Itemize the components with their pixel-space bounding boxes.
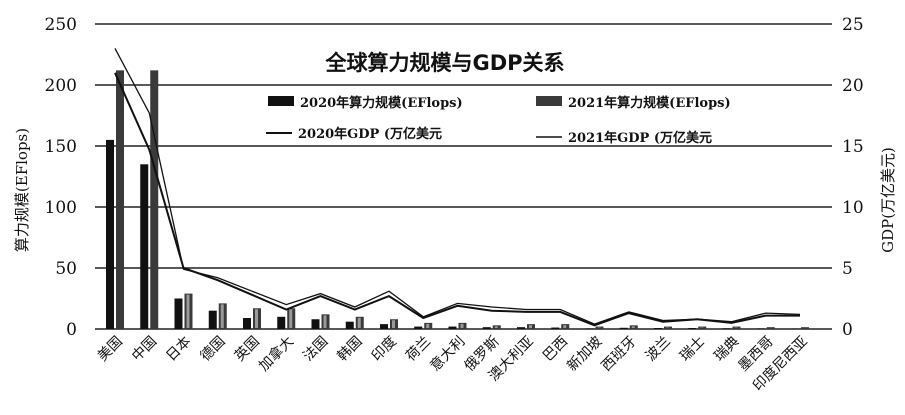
right-axis-ticks: 0 5 10 15 20 25 <box>842 15 864 340</box>
y2-tick-label: 25 <box>842 15 864 35</box>
bar-2020 <box>208 310 217 329</box>
y-tick-label: 100 <box>45 198 77 218</box>
y2-tick-label: 15 <box>842 137 864 157</box>
category-label: 波兰 <box>643 334 674 365</box>
gdp-lines <box>114 48 801 327</box>
bar-2021-highlight <box>426 323 430 328</box>
bar-2021 <box>116 70 124 330</box>
bar-2020 <box>140 164 149 329</box>
bar-2020 <box>345 321 354 329</box>
category-label: 新加坡 <box>564 334 605 375</box>
bar-2020 <box>722 328 731 329</box>
category-label: 美国 <box>95 334 126 365</box>
legend-label-bar-2021: 2021年算力规模(EFlops) <box>568 95 731 111</box>
gdp-line-2021 <box>114 48 801 325</box>
bar-2021-highlight <box>529 325 532 328</box>
category-label: 西班牙 <box>599 334 640 375</box>
bar-2021-highlight <box>323 315 327 328</box>
bar-2020 <box>585 328 594 329</box>
category-label: 中国 <box>129 334 160 365</box>
bar-2020 <box>380 324 388 329</box>
left-axis-ticks: 0 50 100 150 200 250 <box>45 15 77 340</box>
category-label: 法国 <box>300 334 331 365</box>
y2-tick-label: 0 <box>842 320 853 340</box>
legend: 2020年算力规模(EFlops) 2021年算力规模(EFlops) 2020… <box>266 95 731 146</box>
category-label: 瑞士 <box>677 334 708 365</box>
bar-2021-highlight <box>563 325 567 328</box>
category-label: 德国 <box>197 334 228 365</box>
bar-2021 <box>801 327 809 329</box>
legend-label-bar-2020: 2020年算力规模(EFlops) <box>300 95 463 111</box>
y2-tick-label: 10 <box>842 198 864 218</box>
bar-2020 <box>448 326 457 329</box>
category-label: 意大利 <box>427 333 469 375</box>
y-axis-label: 算力规模(EFlops) <box>13 128 31 252</box>
bar-2021-highlight <box>631 326 635 328</box>
category-label: 印度 <box>369 334 400 365</box>
bar-2020 <box>482 327 491 329</box>
category-label: 日本 <box>163 334 194 365</box>
y-tick-label: 0 <box>66 320 77 340</box>
bar-2020 <box>106 139 114 329</box>
bar-2021-highlight <box>289 309 293 328</box>
y2-axis-label: GDP(万亿美元) <box>879 147 897 253</box>
bar-2020 <box>243 318 251 329</box>
bar-2021-highlight <box>186 294 190 328</box>
category-labels: 美国 中国 日本 德国 英国加拿大 法国 韩国 印度 荷兰意大利俄罗斯澳大利亚 巴西新加坡西班牙波… <box>95 333 811 395</box>
bar-2021 <box>150 70 159 330</box>
bar-2021 <box>766 327 775 329</box>
bar-2020 <box>688 328 697 329</box>
bar-2020 <box>517 327 525 329</box>
bar-2021-highlight <box>460 323 464 328</box>
legend-swatch-bar-2020 <box>268 96 294 106</box>
y2-tick-label: 20 <box>842 76 864 96</box>
bars <box>106 70 809 330</box>
legend-swatch-bar-2021 <box>536 96 562 106</box>
y-tick-label: 200 <box>45 76 77 96</box>
y2-tick-label: 5 <box>842 259 853 279</box>
y-tick-label: 250 <box>45 15 77 35</box>
y-tick-label: 50 <box>55 259 77 279</box>
bar-2021-highlight <box>357 317 361 328</box>
bar-2020 <box>654 328 662 329</box>
chart-title: 全球算力规模与GDP关系 <box>324 51 564 75</box>
bar-2021-highlight <box>494 326 498 328</box>
category-label: 加拿大 <box>255 333 297 375</box>
legend-label-line-2021: 2021年GDP (万亿美元 <box>568 130 712 146</box>
bar-2021-highlight <box>392 320 395 328</box>
bar-2020 <box>551 327 560 329</box>
bar-2020 <box>174 298 183 329</box>
bar-2020 <box>414 326 423 329</box>
bar-2020 <box>756 328 765 329</box>
bar-2020 <box>277 316 286 329</box>
bar-2020 <box>311 319 320 329</box>
bar-2021-highlight <box>220 304 224 328</box>
legend-label-line-2020: 2020年GDP (万亿美元 <box>298 126 442 142</box>
category-label: 韩国 <box>334 334 365 365</box>
y-tick-label: 150 <box>45 137 77 157</box>
bar-2021-highlight <box>255 309 258 328</box>
bar-2020 <box>619 327 628 329</box>
grid-lines <box>95 23 832 330</box>
